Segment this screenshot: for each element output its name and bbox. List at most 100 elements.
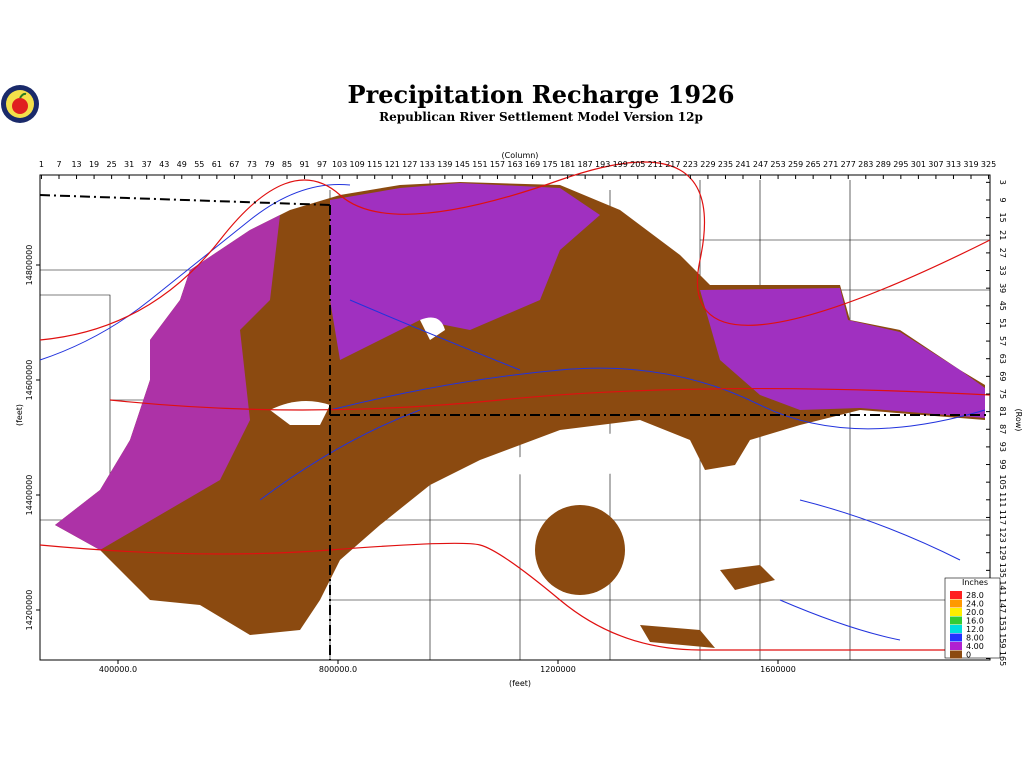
title: Precipitation Recharge 1926 [348, 80, 735, 109]
row-tick-label: 39 [998, 283, 1007, 293]
column-tick-label: 175 [542, 160, 557, 169]
column-tick-label: 199 [613, 160, 628, 169]
column-tick-label: 43 [159, 160, 169, 169]
row-tick-label: 57 [998, 336, 1007, 346]
column-tick-label: 319 [963, 160, 978, 169]
column-tick-label: 145 [455, 160, 470, 169]
row-tick-label: 15 [998, 213, 1007, 223]
legend-swatch [950, 608, 962, 616]
x-tick-label: 1200000 [540, 665, 576, 674]
row-tick-label: 93 [998, 442, 1007, 452]
column-tick-label: 289 [876, 160, 891, 169]
legend: Inches 28.024.020.016.012.08.004.000 [944, 577, 1001, 660]
row-tick-label: 105 [998, 475, 1007, 490]
column-axis-label: (Column) [502, 151, 539, 160]
column-tick-label: 1 [39, 160, 44, 169]
column-tick-label: 217 [665, 160, 680, 169]
column-tick-label: 91 [299, 160, 309, 169]
column-tick-label: 241 [735, 160, 750, 169]
column-tick-label: 229 [700, 160, 715, 169]
x-axis-label: (feet) [509, 679, 531, 688]
subtitle: Republican River Settlement Model Versio… [379, 110, 703, 124]
column-tick-label: 37 [142, 160, 152, 169]
y-tick-label: 14400000 [25, 475, 34, 516]
y-tick-label: 14200000 [25, 590, 34, 631]
row-tick-label: 21 [998, 230, 1007, 240]
column-tick-label: 313 [946, 160, 961, 169]
column-tick-label: 265 [806, 160, 821, 169]
column-tick-label: 247 [753, 160, 768, 169]
x-tick-label: 1600000 [760, 665, 796, 674]
column-tick-label: 133 [420, 160, 435, 169]
row-tick-label: 129 [998, 545, 1007, 560]
column-tick-label: 181 [560, 160, 575, 169]
legend-label: 20.0 [966, 608, 984, 617]
y-axis-label: (feet) [15, 404, 24, 426]
column-tick-label: 277 [841, 160, 856, 169]
column-tick-label: 19 [89, 160, 99, 169]
column-tick-label: 67 [229, 160, 239, 169]
legend-swatch [950, 650, 962, 659]
column-tick-label: 73 [247, 160, 257, 169]
legend-swatch [950, 591, 962, 599]
column-tick-label: 7 [56, 160, 61, 169]
column-tick-label: 223 [683, 160, 698, 169]
ticks: 1 7 13 19 25 31 37 43 49 55 61 67 73 79 85 91 97 103 109 11… [25, 160, 1007, 674]
row-tick-label: 111 [998, 492, 1007, 507]
column-tick-label: 49 [177, 160, 187, 169]
column-tick-label: 31 [124, 160, 134, 169]
x-tick-label: 800000.0 [319, 665, 357, 674]
row-tick-label: 165 [998, 651, 1007, 666]
legend-label: 4.00 [966, 642, 984, 651]
legend-title: Inches [962, 578, 988, 587]
row-tick-label: 45 [998, 301, 1007, 311]
legend-swatch [950, 616, 962, 625]
column-tick-label: 211 [648, 160, 663, 169]
row-axis-label: (Row) [1014, 409, 1023, 432]
row-tick-label: 147 [998, 598, 1007, 613]
column-tick-label: 121 [385, 160, 400, 169]
column-tick-label: 55 [194, 160, 204, 169]
row-tick-label: 153 [998, 616, 1007, 631]
column-tick-label: 85 [282, 160, 292, 169]
column-tick-label: 205 [630, 160, 645, 169]
row-tick-label: 75 [998, 389, 1007, 399]
x-tick-label: 400000.0 [99, 665, 137, 674]
column-tick-label: 115 [367, 160, 382, 169]
legend-swatch [950, 642, 962, 650]
row-tick-label: 117 [998, 510, 1007, 525]
column-tick-label: 151 [472, 160, 487, 169]
column-tick-label: 163 [507, 160, 522, 169]
row-tick-label: 63 [998, 354, 1007, 364]
row-tick-label: 123 [998, 527, 1007, 542]
row-tick-label: 87 [998, 424, 1007, 434]
legend-label: 8.00 [966, 634, 984, 643]
legend-swatch [950, 633, 962, 642]
legend-label: 12.0 [966, 625, 984, 634]
logo [1, 85, 39, 123]
column-tick-label: 61 [212, 160, 222, 169]
legend-label: 28.0 [966, 591, 984, 600]
y-tick-label: 14600000 [25, 360, 34, 401]
column-tick-label: 139 [437, 160, 452, 169]
column-tick-label: 103 [332, 160, 347, 169]
column-tick-label: 109 [350, 160, 365, 169]
column-tick-label: 295 [893, 160, 908, 169]
legend-swatch [950, 599, 962, 608]
column-tick-label: 97 [317, 160, 327, 169]
column-tick-label: 187 [578, 160, 593, 169]
column-tick-label: 169 [525, 160, 540, 169]
column-tick-label: 259 [788, 160, 803, 169]
map-body [39, 161, 991, 661]
legend-label: 24.0 [966, 600, 984, 609]
column-tick-label: 13 [71, 160, 81, 169]
column-tick-label: 127 [402, 160, 417, 169]
row-tick-label: 141 [998, 580, 1007, 595]
column-tick-label: 283 [858, 160, 873, 169]
column-tick-label: 253 [770, 160, 785, 169]
row-tick-label: 99 [998, 459, 1007, 469]
y-tick-label: 14800000 [25, 245, 34, 286]
column-tick-label: 235 [718, 160, 733, 169]
column-tick-label: 157 [490, 160, 505, 169]
